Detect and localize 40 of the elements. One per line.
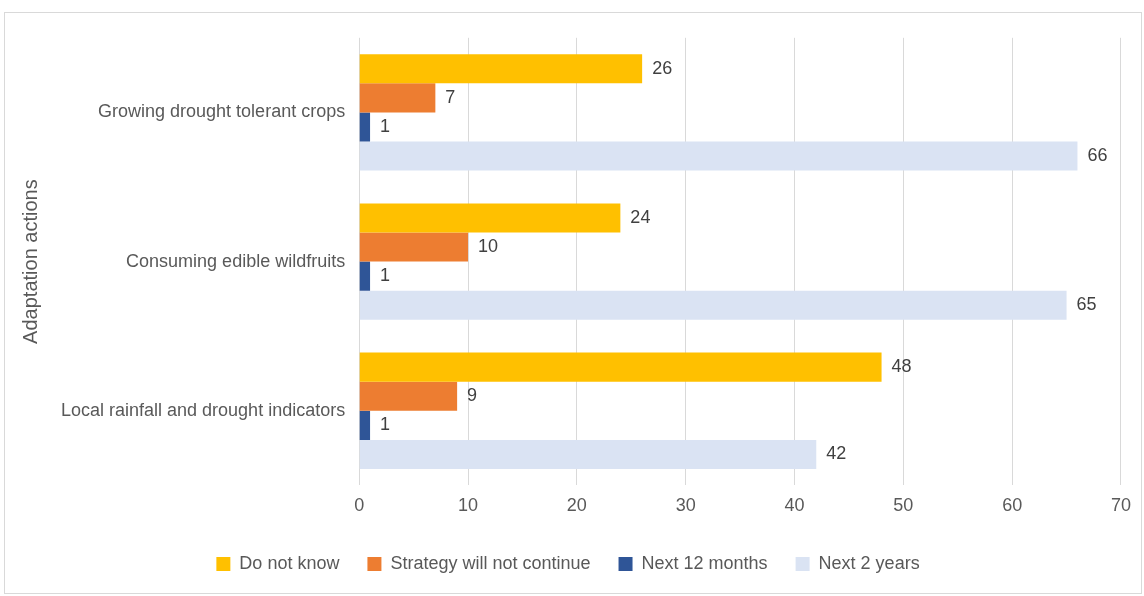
data-label: 66	[1087, 145, 1108, 166]
legend-label: Do not know	[239, 552, 341, 573]
bar	[359, 83, 436, 113]
legend-label: Strategy will not continue	[390, 552, 591, 573]
data-label: 42	[826, 443, 847, 464]
x-tick-label: 20	[566, 495, 587, 516]
x-tick-label: 30	[675, 495, 696, 516]
data-label: 1	[380, 115, 391, 136]
bar	[359, 352, 882, 382]
x-tick-label: 0	[354, 495, 365, 516]
bar	[359, 112, 371, 142]
y-tick-label: Local rainfall and drought indicators	[60, 399, 346, 420]
x-tick-label: 10	[457, 495, 479, 516]
bar	[359, 261, 371, 291]
y-tick-label: Consuming edible wildfruits	[126, 250, 346, 271]
legend-label: Next 2 years	[818, 552, 920, 573]
data-label: 24	[630, 206, 651, 227]
bar	[359, 232, 469, 262]
data-label: 65	[1076, 294, 1097, 315]
data-label: 1	[380, 414, 391, 435]
x-tick-label: 40	[784, 495, 805, 516]
y-tick-label: Growing drought tolerant crops	[98, 101, 346, 122]
data-label: 10	[478, 236, 499, 257]
legend-label: Next 12 months	[641, 552, 768, 573]
bar	[359, 54, 643, 84]
x-tick-label: 60	[1002, 495, 1023, 516]
data-label: 7	[445, 86, 456, 107]
bar	[359, 381, 458, 411]
y-axis-title: Adaptation actions	[18, 179, 41, 344]
bar	[359, 439, 817, 469]
data-label: 48	[891, 356, 912, 377]
x-tick-label: 70	[1110, 495, 1131, 516]
bar	[359, 290, 1067, 320]
data-label: 26	[652, 57, 673, 78]
bar	[359, 203, 621, 233]
data-label: 1	[380, 265, 391, 286]
data-label: 9	[467, 385, 478, 406]
bar	[359, 410, 371, 440]
bar	[359, 141, 1078, 171]
x-tick-label: 50	[893, 495, 914, 516]
